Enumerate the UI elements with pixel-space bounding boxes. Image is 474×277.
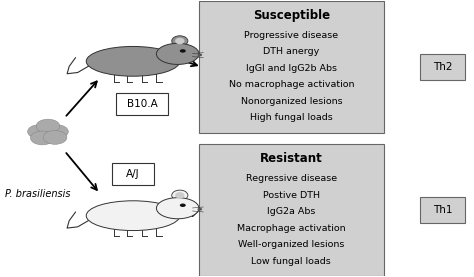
- Text: Resistant: Resistant: [260, 152, 323, 165]
- Circle shape: [43, 130, 67, 144]
- Ellipse shape: [172, 36, 188, 46]
- Text: B10.A: B10.A: [127, 99, 158, 109]
- FancyBboxPatch shape: [117, 93, 168, 115]
- Text: Postive DTH: Postive DTH: [263, 191, 320, 199]
- Text: Regressive disease: Regressive disease: [246, 174, 337, 183]
- Text: Nonorganized lesions: Nonorganized lesions: [240, 97, 342, 106]
- Circle shape: [27, 125, 51, 138]
- Ellipse shape: [156, 198, 199, 219]
- Text: A/J: A/J: [126, 169, 140, 179]
- Text: IgG2a Abs: IgG2a Abs: [267, 207, 316, 216]
- Ellipse shape: [175, 38, 184, 44]
- Text: Susceptible: Susceptible: [253, 9, 330, 22]
- Text: Th2: Th2: [433, 62, 452, 72]
- Ellipse shape: [175, 192, 184, 199]
- Circle shape: [198, 208, 202, 211]
- Ellipse shape: [172, 190, 188, 201]
- Text: IgGl and IgG2b Abs: IgGl and IgG2b Abs: [246, 64, 337, 73]
- Circle shape: [198, 53, 202, 56]
- Text: Th1: Th1: [433, 205, 452, 215]
- Circle shape: [36, 119, 60, 133]
- Text: Macrophage activation: Macrophage activation: [237, 224, 346, 233]
- Circle shape: [30, 131, 54, 145]
- FancyBboxPatch shape: [112, 163, 155, 185]
- FancyBboxPatch shape: [420, 54, 465, 80]
- Text: DTH anergy: DTH anergy: [263, 47, 319, 56]
- Ellipse shape: [156, 43, 199, 65]
- Circle shape: [45, 125, 68, 138]
- Ellipse shape: [86, 47, 180, 76]
- Text: P. brasiliensis: P. brasiliensis: [5, 189, 71, 199]
- Text: Progressive disease: Progressive disease: [244, 31, 338, 40]
- Text: High fungal loads: High fungal loads: [250, 113, 333, 122]
- Ellipse shape: [86, 201, 180, 230]
- Text: Low fungal loads: Low fungal loads: [252, 257, 331, 266]
- FancyBboxPatch shape: [420, 197, 465, 223]
- Circle shape: [180, 49, 186, 53]
- Text: Well-organized lesions: Well-organized lesions: [238, 240, 345, 249]
- Text: No macrophage activation: No macrophage activation: [228, 80, 354, 89]
- Circle shape: [180, 204, 186, 207]
- FancyBboxPatch shape: [199, 144, 383, 276]
- FancyBboxPatch shape: [199, 1, 383, 133]
